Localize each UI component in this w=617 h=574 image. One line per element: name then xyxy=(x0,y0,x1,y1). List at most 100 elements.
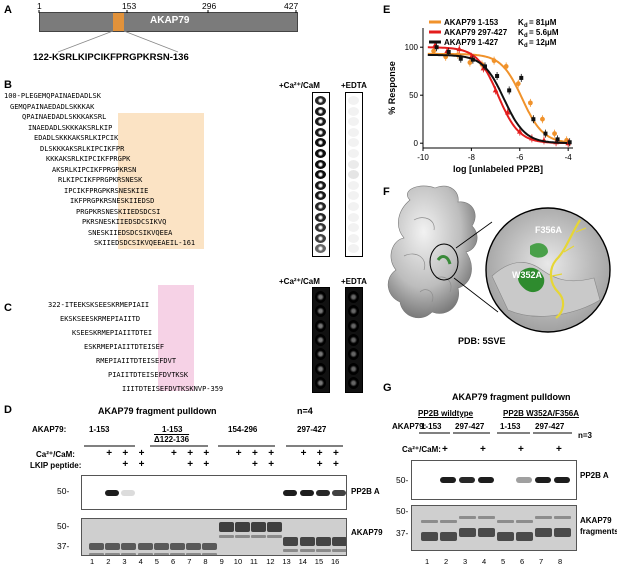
g-lane-number: 6 xyxy=(520,557,525,566)
d-plus-lkip: + xyxy=(187,459,194,470)
b-peptide-row: SNESKIIEDSDCSIKVQEEA xyxy=(88,228,173,237)
b-blot-cacam xyxy=(312,92,330,257)
b-peptide-row: DLSKKKAKSRLKIPCIKFPR xyxy=(40,144,125,153)
d-lane-number: 5 xyxy=(154,557,159,566)
d-group-underlines xyxy=(84,445,343,447)
c-dot-edta xyxy=(348,305,359,318)
g-gel-band-minor xyxy=(535,516,552,519)
g-plus-cacam: + xyxy=(442,444,448,455)
c-dot-cacam xyxy=(315,333,326,346)
e-point xyxy=(567,140,572,145)
d-gel-band-minor xyxy=(267,535,283,538)
d-frag3: 154-296 xyxy=(228,425,258,434)
panel-label-c: C xyxy=(4,302,12,314)
c-col-edta: +EDTA xyxy=(341,277,367,286)
e-point xyxy=(491,58,497,64)
e-point xyxy=(507,88,512,93)
tick-label-296: 296 xyxy=(202,1,217,11)
e-legend-kd: K xyxy=(518,18,524,27)
b-dot-edta xyxy=(348,96,359,105)
d-row-lkip: LKIP peptide: xyxy=(30,461,82,470)
calcineurin-binding-region xyxy=(113,13,124,31)
b-peptide-row: RLKIPCIKFPRGPKRSNESK xyxy=(58,176,143,184)
g-frag2: 297-427 xyxy=(455,422,485,431)
d-mw-50-top: 50- xyxy=(57,486,70,496)
d-lane-number: 7 xyxy=(187,557,192,566)
g-title: AKAP79 fragment pulldown xyxy=(452,392,571,402)
b-dot-cacam xyxy=(315,170,326,180)
d-gel-akap79 xyxy=(81,518,347,556)
d-gel-band xyxy=(153,543,169,550)
d-plus-cacam: + xyxy=(171,448,177,459)
d-plus-lkip: + xyxy=(333,459,339,470)
d-gel-band xyxy=(299,537,315,546)
g-gel-band xyxy=(459,528,476,537)
d-gel-band xyxy=(315,537,331,546)
e-ytick-label: 50 xyxy=(409,91,418,100)
g-gel-band-minor xyxy=(421,520,438,523)
panel-label-g: G xyxy=(383,382,392,394)
g-row-cacam: Ca²⁺/CaM: xyxy=(402,445,441,454)
d-gel-band-minor xyxy=(315,549,331,552)
d-lane-number: 6 xyxy=(171,557,176,566)
g-band-pp2b xyxy=(516,477,532,483)
b-dot-edta xyxy=(348,106,359,116)
c-peptide-row: PIAIITDTEISEFDVTKSK xyxy=(108,371,189,379)
d-lane-number: 1 xyxy=(90,557,95,566)
b-col-cacam: +Ca²⁺/CaM xyxy=(279,81,320,90)
g-lane-number: 1 xyxy=(425,557,430,566)
b-peptide-row: GEMQPAINAEDADLSKKKAK xyxy=(10,102,95,111)
g-gel-band xyxy=(478,528,495,537)
d-gel-band-minor xyxy=(283,549,299,552)
tick-label-153: 153 xyxy=(122,1,137,11)
g-gel-band-minor xyxy=(440,520,457,523)
d-plus-lkip: + xyxy=(203,459,210,470)
b-peptide-row: IKFPRGPKRSNESKIIEDSD xyxy=(70,197,155,205)
g-frag4: 297-427 xyxy=(535,422,565,431)
e-legend-kd-value: = 12μM xyxy=(529,38,557,47)
b-dot-cacam xyxy=(315,96,326,105)
c-dot-edta xyxy=(348,362,359,375)
e-point xyxy=(552,131,557,136)
e-point xyxy=(543,131,548,136)
g-lane-number: 5 xyxy=(501,557,506,566)
d-plus-lkip: + xyxy=(316,459,323,470)
c-peptide-row: RMEPIAIITDTEISEFDVT xyxy=(96,357,177,365)
g-band-pp2b xyxy=(478,477,494,483)
d-plus-cacam: + xyxy=(268,448,275,459)
d-row-cacam: Ca²⁺/CaM: xyxy=(36,450,75,459)
g-gel-band xyxy=(535,528,552,537)
b-peptide-row: KKKAKSRLKIPCIKFPRGPK xyxy=(46,155,131,163)
g-plus-cacam: + xyxy=(480,444,486,455)
d-gel-band xyxy=(251,522,266,532)
c-dot-edta xyxy=(348,376,359,389)
c-dot-cacam xyxy=(315,376,326,389)
d-gel-band-minor xyxy=(137,553,153,555)
d-gel-band-minor xyxy=(170,553,185,555)
d-mw-37: 37- xyxy=(57,541,70,551)
d-n: n=4 xyxy=(297,406,313,416)
g-akap-label: AKAP79: xyxy=(392,422,427,431)
e-xtick-label: -6 xyxy=(516,153,524,162)
b-blot-edta xyxy=(345,92,363,257)
d-frag2b: Δ122-136 xyxy=(154,435,190,444)
b-dot-cacam xyxy=(315,117,326,127)
e-point xyxy=(482,64,487,69)
e-point xyxy=(431,48,436,54)
b-peptide-row: INAEDADLSKKKAKSRLKIP xyxy=(28,123,113,132)
c-peptide-row: IIITDTEISEFDVTKSKNVP-359 xyxy=(122,385,224,393)
e-point xyxy=(527,100,533,106)
d-lane-number: 11 xyxy=(250,557,258,566)
d-gel-band-minor xyxy=(121,553,137,555)
f-label-f356a: F356A xyxy=(535,225,563,235)
d-lane-number: 15 xyxy=(314,557,324,566)
b-peptide-row: IPCIKFPRGPKRSNESKIIE xyxy=(64,186,149,195)
e-point xyxy=(456,46,463,52)
protein-name: AKAP79 xyxy=(150,15,190,26)
g-gel-band-minor xyxy=(497,520,514,523)
b-dot-edta xyxy=(348,212,359,222)
b-dot-cacam xyxy=(315,244,326,254)
g-mw-50-top: 50- xyxy=(396,475,409,485)
b-dot-cacam xyxy=(315,159,326,169)
f-pdb-label: PDB: 5SVE xyxy=(458,336,506,346)
